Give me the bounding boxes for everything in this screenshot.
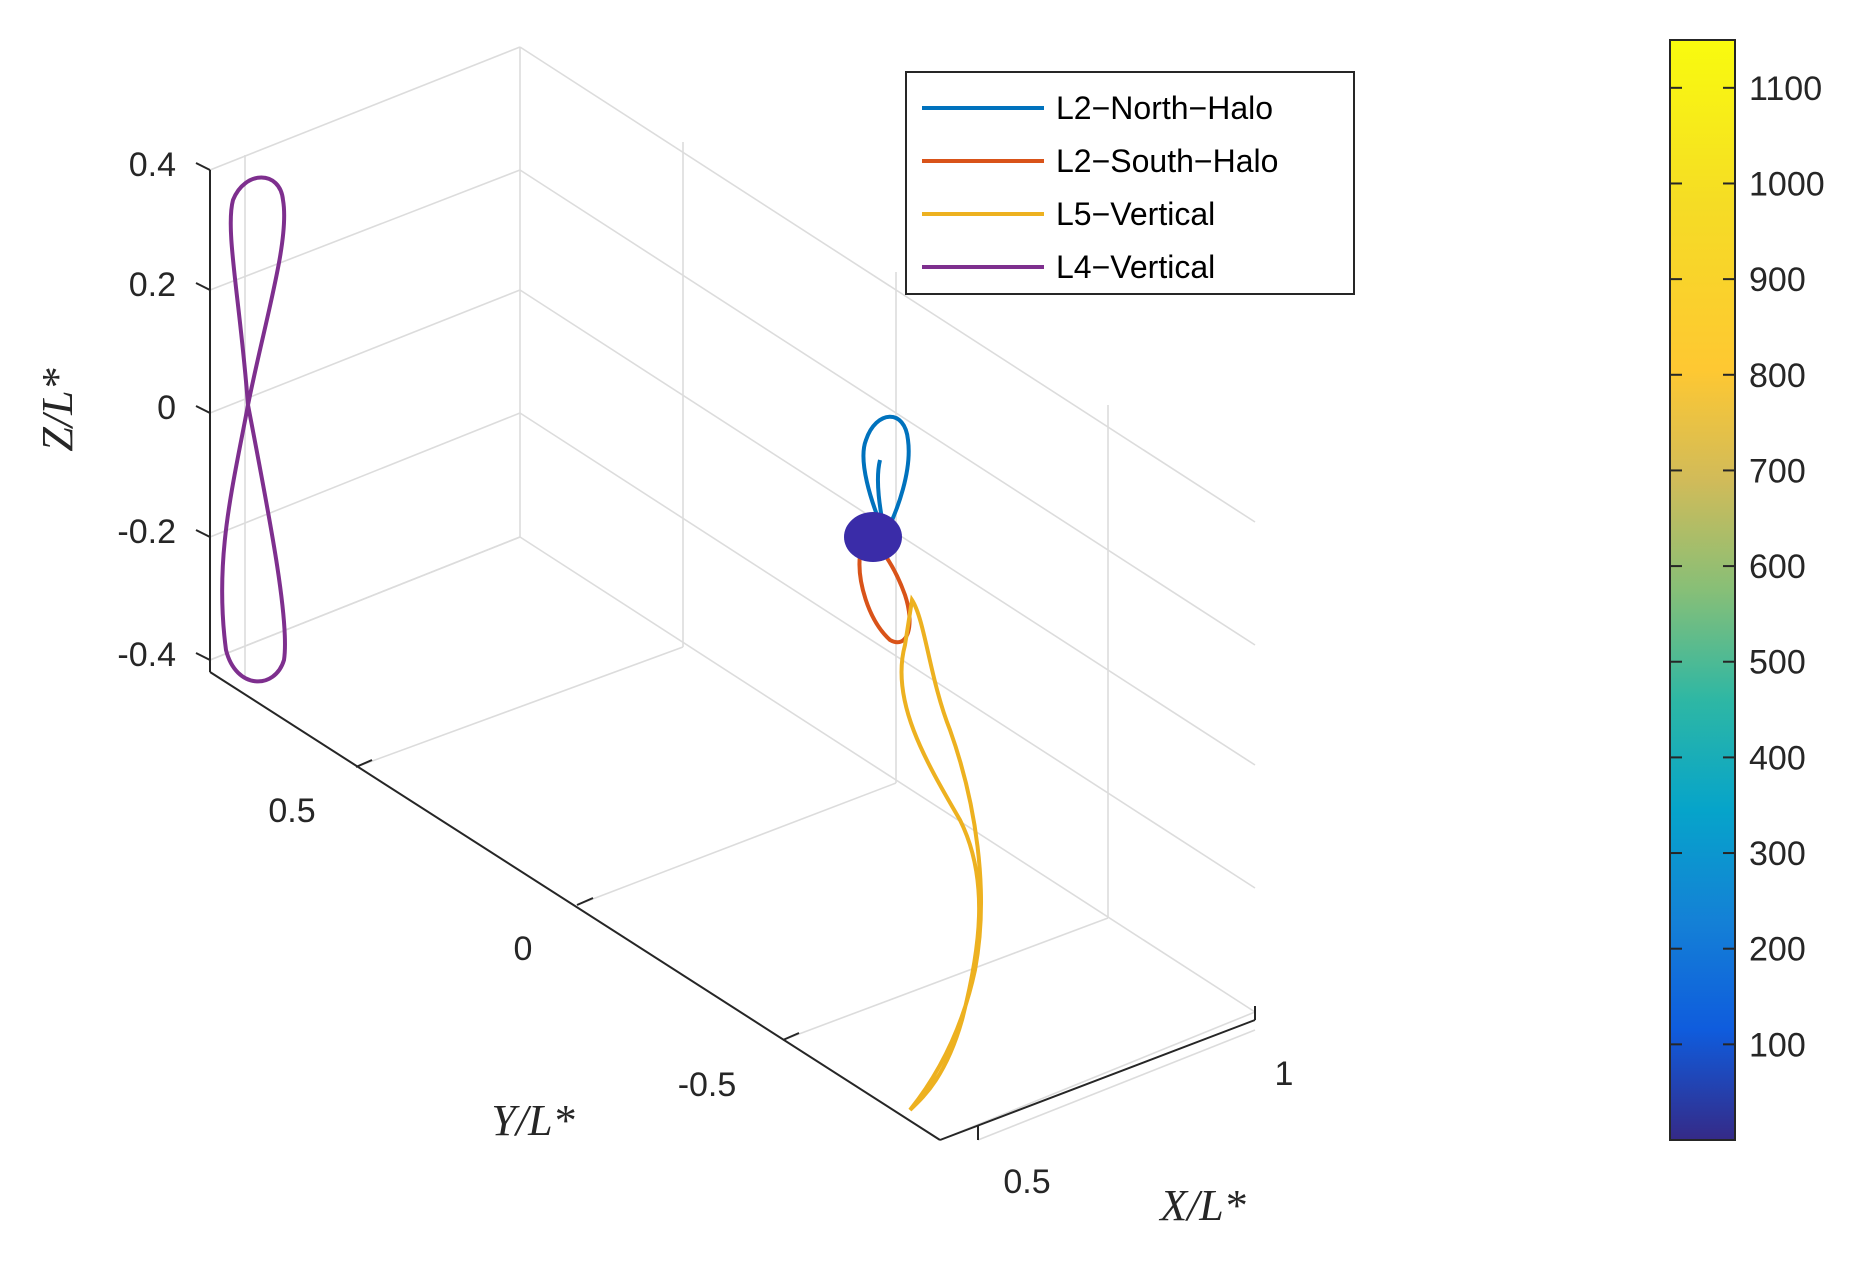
x-axis-line — [939, 1019, 1256, 1141]
legend-entry-label: L2−South−Halo — [1056, 143, 1278, 179]
x-tick-labels: 0.5 1 — [1003, 1055, 1293, 1201]
z-tick-label: 0.4 — [129, 146, 176, 184]
series-line-l5-vertical — [899, 594, 983, 1112]
z-tick-label: 0 — [157, 389, 176, 427]
colorbar-tick-label: 900 — [1749, 261, 1806, 299]
x-tick-label: 1 — [1275, 1055, 1294, 1093]
colorbar-gradient — [1669, 39, 1736, 1141]
legend-entry-label: L2−North−Halo — [1056, 90, 1273, 126]
y-axis-label: Y/L* — [491, 1096, 574, 1145]
colorbar-tick-label: 300 — [1749, 835, 1806, 873]
z-tick-label: -0.2 — [117, 513, 176, 551]
colorbar-tick-label: 100 — [1749, 1026, 1806, 1064]
colorbar-tick-label: 600 — [1749, 548, 1806, 586]
colorbar-tick-label: 500 — [1749, 644, 1806, 682]
colorbar-tick-label: 800 — [1749, 357, 1806, 395]
legend: L2−North−Halo L2−South−Halo L5−Vertical … — [905, 71, 1355, 295]
x-tick-label: 0.5 — [1003, 1163, 1050, 1201]
legend-entry-label: L4−Vertical — [1056, 249, 1215, 285]
colorbar-tick-label: 1000 — [1749, 165, 1825, 203]
axes — [195, 162, 1256, 1141]
legend-entry-label: L5−Vertical — [1056, 196, 1215, 232]
series-line-l4-vertical — [220, 175, 288, 684]
z-axis-label: Z/L* — [33, 368, 82, 451]
z-tick-label: -0.4 — [117, 636, 176, 674]
colorbar-tick-label: 1100 — [1749, 70, 1822, 108]
y-tick-label: 0 — [514, 930, 533, 968]
colorbar-ticks: 100 200 300 400 500 600 700 800 900 1000 1100 — [1670, 70, 1825, 1064]
colorbar: 100 200 300 400 500 600 700 800 900 1000 1100 — [1669, 39, 1825, 1141]
y-tick-label: -0.5 — [678, 1066, 737, 1104]
y-tick-label: 0.5 — [268, 792, 315, 830]
epoch-marker-disc — [844, 512, 902, 562]
grid-lines — [209, 46, 1256, 1141]
colorbar-tick-label: 700 — [1749, 452, 1806, 490]
x-axis-label: X/L* — [1158, 1181, 1246, 1230]
y-tick-labels: 0.5 0 -0.5 — [268, 792, 736, 1104]
y-axis-line — [209, 671, 941, 1141]
z-tick-labels: 0.4 0.2 0 -0.2 -0.4 — [117, 146, 176, 674]
colorbar-tick-label: 200 — [1749, 931, 1806, 969]
colorbar-tick-label: 400 — [1749, 739, 1806, 777]
series-line-l2-south-halo — [857, 553, 912, 645]
z-tick-label: 0.2 — [129, 266, 176, 304]
